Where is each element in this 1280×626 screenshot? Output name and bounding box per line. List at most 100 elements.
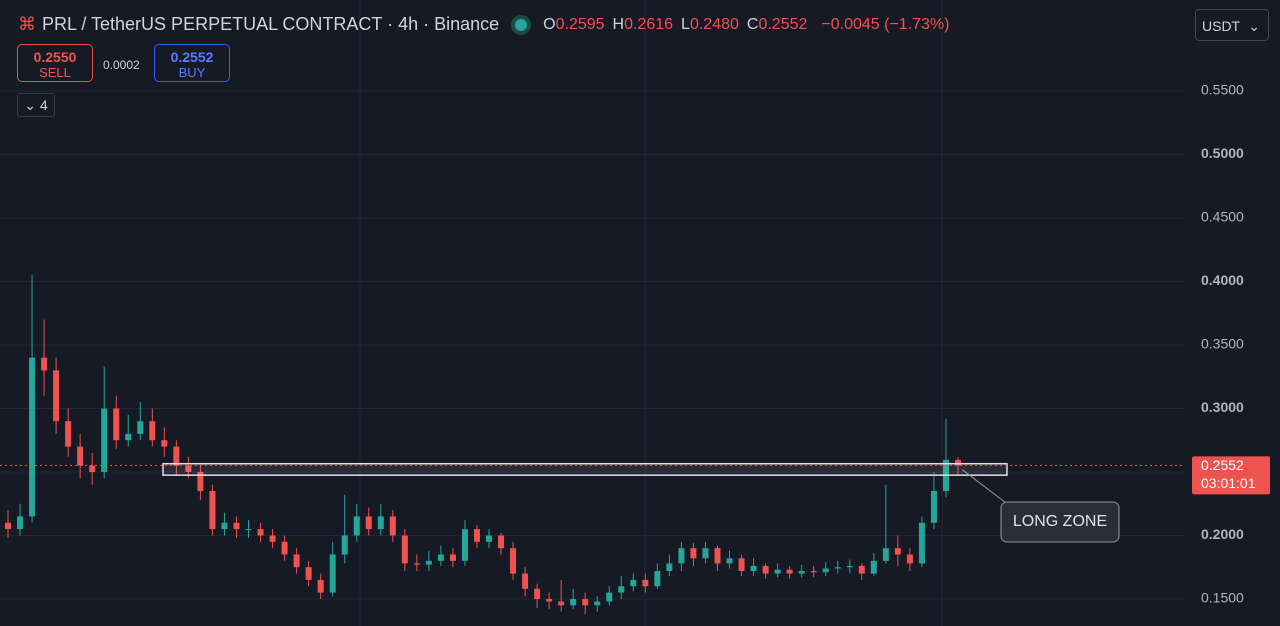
symbol-title: PRL / TetherUS PERPETUAL CONTRACT · 4h ·… (42, 14, 500, 34)
candle-body (89, 465, 96, 472)
candle-body (113, 408, 120, 441)
candle-body (690, 548, 697, 559)
candle-body (137, 421, 144, 434)
candle-body (714, 548, 721, 564)
buy-label: BUY (178, 65, 206, 80)
price-box (1192, 456, 1270, 495)
candle-body (702, 548, 709, 559)
ohlc-key: O (543, 15, 556, 33)
candles (5, 275, 961, 615)
candle-body (738, 558, 745, 572)
candle-body (955, 459, 961, 466)
candle-body (461, 529, 468, 561)
currency-select[interactable]: USDT ⌄ (1195, 9, 1269, 41)
candle-body (401, 535, 408, 564)
sell-button[interactable]: 0.2550 SELL (17, 44, 93, 82)
y-tick-label: 0.4000 (1201, 272, 1244, 288)
candle-body (750, 565, 757, 572)
candle-body (209, 491, 216, 530)
indicator-count: 4 (39, 97, 48, 113)
candle-body (29, 357, 36, 517)
sell-price: 0.2550 (33, 49, 77, 65)
candle-body (594, 601, 601, 606)
buy-price: 0.2552 (170, 49, 214, 65)
candle-body (726, 558, 733, 564)
candle-body (882, 548, 889, 561)
candle-body (522, 573, 529, 589)
candle-body (233, 522, 240, 530)
y-tick-label: 0.3000 (1201, 399, 1244, 415)
candle-body (642, 579, 649, 587)
y-tick-label: 0.4500 (1201, 209, 1244, 225)
candle-body (486, 535, 493, 542)
buy-button[interactable]: 0.2552 BUY (154, 44, 230, 82)
header: ⌘ PRL / TetherUS PERPETUAL CONTRACT · 4h… (18, 14, 949, 35)
y-tick-label: 0.2000 (1201, 526, 1244, 542)
candle-body (65, 421, 72, 447)
candle-body (666, 563, 673, 572)
candle-body (149, 421, 156, 441)
candle-body (365, 516, 372, 530)
candle-body (786, 569, 793, 574)
candle-body (281, 541, 288, 555)
currency: USDT (1202, 18, 1241, 34)
indicators-toggle[interactable]: ⌄ 4 (17, 93, 55, 117)
candle-body (221, 522, 228, 530)
candle-body (654, 571, 661, 587)
y-tick-label: 0.1500 (1201, 590, 1244, 606)
candle-body (846, 565, 853, 568)
change: −0.0045 (−1.73%) (821, 15, 950, 33)
candle-body (762, 565, 769, 574)
candle-body (894, 548, 901, 555)
candle-body (918, 522, 925, 564)
candle-body (570, 598, 577, 606)
candle-body (377, 516, 384, 530)
ohlc-value: 0.2616 (624, 15, 674, 33)
candle-body (906, 554, 913, 564)
ohlc-value: 0.2595 (555, 15, 605, 33)
candle-body (173, 446, 180, 466)
ohlc-value: 0.2480 (689, 15, 739, 33)
y-tick-label: 0.5000 (1201, 145, 1244, 161)
candle-body (317, 579, 324, 593)
candle-body (858, 565, 865, 574)
candle-body (798, 571, 805, 574)
candle-body (930, 491, 937, 523)
candle-body (341, 535, 348, 555)
candle-body (437, 554, 444, 561)
candle-body (257, 529, 264, 536)
candle-body (546, 598, 553, 602)
candle-body (293, 554, 300, 568)
candle-body (389, 516, 396, 536)
candle-body (473, 529, 480, 542)
candle-body (618, 586, 625, 593)
callout-box (1000, 501, 1120, 543)
ohlc-key: L (681, 15, 690, 33)
ohlc-key: C (746, 15, 759, 33)
ohlc-key: H (612, 15, 625, 33)
candle-body (425, 560, 432, 565)
candle-body (353, 516, 360, 536)
candle-body (678, 548, 685, 564)
candle-body (834, 567, 841, 569)
candle-body (498, 535, 505, 549)
candle-body (870, 560, 877, 574)
candle-body (41, 357, 48, 371)
status-dot (515, 18, 528, 31)
callout-line (961, 469, 1011, 507)
timer: 03:01:01 (1201, 475, 1256, 491)
candle-body (125, 433, 132, 441)
candle-body (449, 554, 456, 561)
candle-body (245, 529, 252, 531)
candle-body (77, 446, 84, 466)
spread: 0.0002 (103, 58, 140, 72)
ohlc-value: 0.2552 (758, 15, 808, 33)
candle-body (161, 440, 168, 447)
candle-body (822, 568, 829, 573)
y-tick-label: 0.5500 (1201, 82, 1244, 98)
zone-label: LONG ZONE (1013, 513, 1107, 530)
candle-body (305, 567, 312, 580)
long-zone (162, 462, 1008, 476)
